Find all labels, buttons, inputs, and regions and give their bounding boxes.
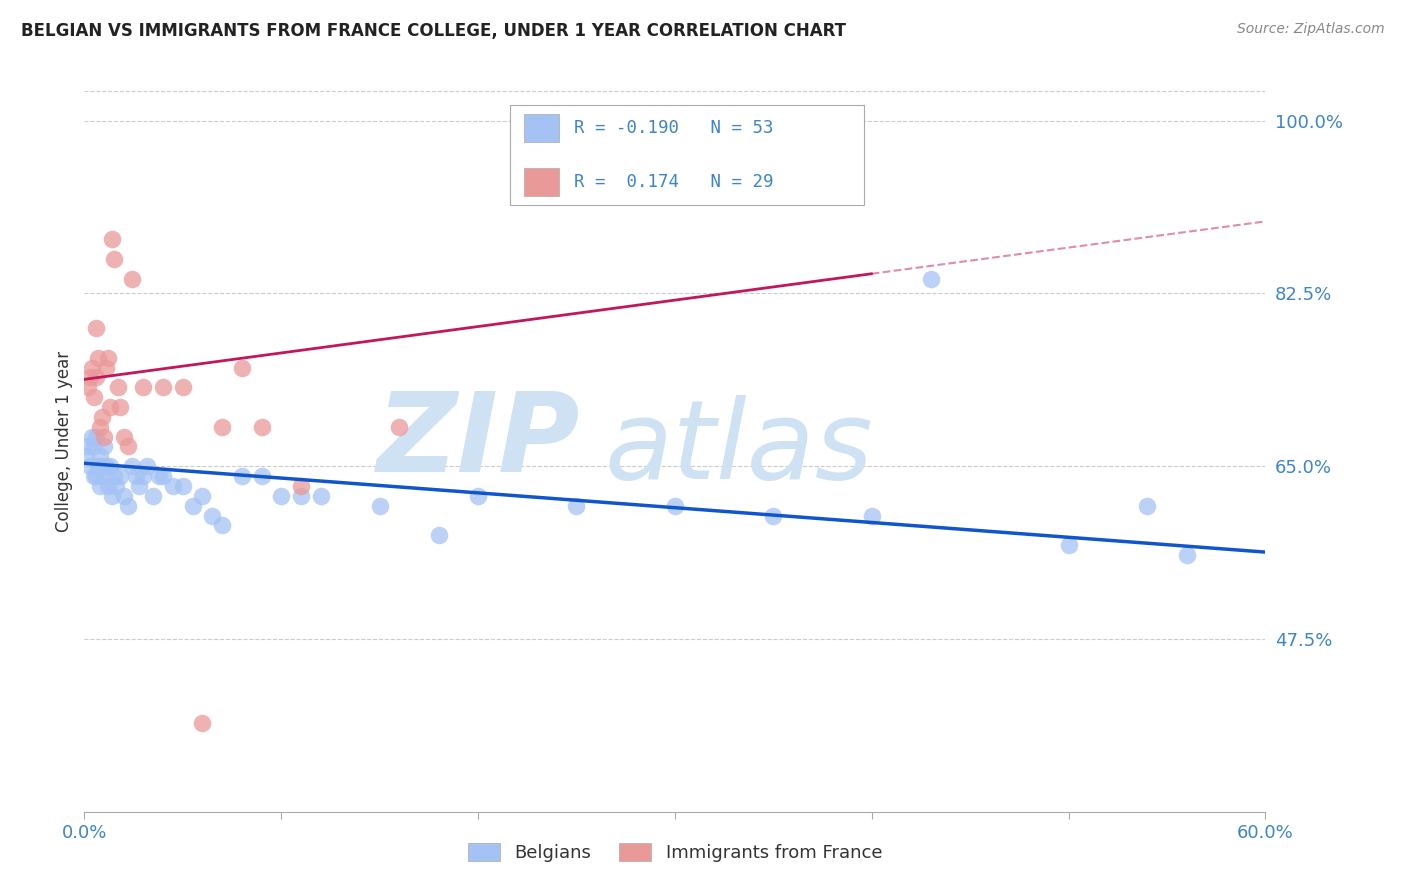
Point [97, 351, 120, 365]
Point [89, 479, 111, 493]
Point [103, 252, 125, 266]
Point [77, 380, 100, 394]
Point [290, 489, 312, 503]
Point [112, 429, 135, 443]
Point [231, 469, 253, 483]
Point [98, 400, 121, 414]
Point [231, 360, 253, 375]
Point [191, 489, 214, 503]
Point [77, 440, 100, 454]
Point [467, 489, 489, 503]
Point [270, 489, 292, 503]
Point [93, 469, 115, 483]
Point [427, 528, 450, 542]
Point [117, 499, 139, 513]
Point [117, 440, 139, 454]
Point [388, 419, 411, 434]
Point [172, 479, 194, 493]
Point [148, 469, 170, 483]
Point [920, 271, 942, 285]
Point [181, 499, 204, 513]
Point [172, 380, 194, 394]
Point [79, 459, 101, 474]
Point [211, 419, 233, 434]
Point [1057, 538, 1080, 552]
Point [108, 469, 131, 483]
Point [87, 459, 110, 474]
Text: Source: ZipAtlas.com: Source: ZipAtlas.com [1237, 22, 1385, 37]
Point [128, 479, 150, 493]
Point [84, 469, 107, 483]
Point [83, 390, 105, 404]
Point [132, 469, 155, 483]
Point [124, 469, 146, 483]
Point [91, 409, 114, 424]
Point [82, 360, 104, 375]
Point [201, 508, 224, 523]
Point [860, 508, 883, 523]
Bar [523, 168, 560, 195]
Point [87, 351, 110, 365]
Point [84, 429, 107, 443]
Point [83, 469, 105, 483]
Point [309, 489, 332, 503]
Point [152, 469, 174, 483]
Point [101, 232, 124, 246]
Point [89, 450, 111, 464]
Point [97, 479, 120, 493]
Legend: Belgians, Immigrants from France: Belgians, Immigrants from France [461, 836, 889, 870]
Point [84, 321, 107, 335]
Point [89, 419, 111, 434]
Text: atlas: atlas [605, 395, 873, 502]
Point [108, 400, 131, 414]
Bar [509, 104, 863, 204]
Point [762, 508, 785, 523]
Point [104, 479, 127, 493]
Point [121, 459, 143, 474]
Point [162, 479, 184, 493]
Point [136, 459, 159, 474]
Point [93, 440, 115, 454]
Point [121, 271, 143, 285]
Point [94, 459, 117, 474]
Point [1175, 548, 1198, 562]
Point [94, 360, 117, 375]
Point [565, 499, 588, 513]
Point [250, 469, 273, 483]
Point [83, 440, 105, 454]
Point [75, 450, 97, 464]
Point [93, 429, 115, 443]
Text: R =  0.174   N = 29: R = 0.174 N = 29 [575, 173, 773, 191]
Point [250, 419, 273, 434]
Point [152, 380, 174, 394]
Point [191, 715, 214, 730]
Point [79, 370, 101, 384]
Y-axis label: College, Under 1 year: College, Under 1 year [55, 351, 73, 533]
Text: ZIP: ZIP [377, 388, 581, 495]
Point [84, 370, 107, 384]
Point [211, 518, 233, 533]
Point [368, 499, 391, 513]
Text: R = -0.190   N = 53: R = -0.190 N = 53 [575, 119, 773, 136]
Point [132, 380, 155, 394]
Bar [523, 113, 560, 142]
Point [1136, 499, 1159, 513]
Text: BELGIAN VS IMMIGRANTS FROM FRANCE COLLEGE, UNDER 1 YEAR CORRELATION CHART: BELGIAN VS IMMIGRANTS FROM FRANCE COLLEG… [21, 22, 846, 40]
Point [112, 489, 135, 503]
Point [142, 489, 165, 503]
Point [107, 380, 129, 394]
Point [98, 459, 121, 474]
Point [82, 429, 104, 443]
Point [103, 469, 125, 483]
Point [91, 459, 114, 474]
Point [101, 489, 124, 503]
Point [290, 479, 312, 493]
Point [664, 499, 686, 513]
